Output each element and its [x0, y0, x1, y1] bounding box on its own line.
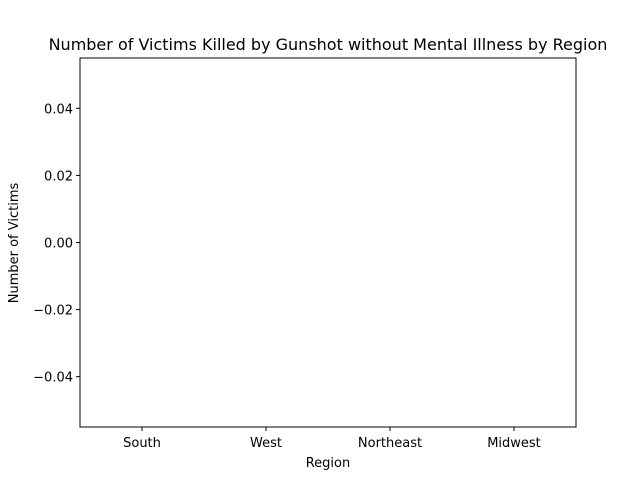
- y-tick-label: −0.04: [33, 371, 73, 386]
- y-tick-label: −0.02: [33, 304, 73, 319]
- y-tick-label: 0.04: [44, 102, 73, 117]
- x-tick-label: West: [250, 436, 282, 451]
- chart-title: Number of Victims Killed by Gunshot with…: [49, 35, 608, 54]
- y-tick-label: 0.02: [44, 169, 73, 184]
- x-axis-label: Region: [306, 456, 351, 471]
- x-tick-label: Northeast: [358, 436, 422, 451]
- x-tick-label: Midwest: [487, 436, 541, 451]
- x-tick-label: South: [123, 436, 161, 451]
- y-tick-label: 0.00: [44, 237, 73, 252]
- plot-area: [79, 57, 577, 428]
- y-axis: 0.04 0.02 0.00 −0.02 −0.04: [33, 102, 80, 386]
- y-axis-label: Number of Victims: [7, 183, 22, 304]
- x-axis: South West Northeast Midwest: [123, 427, 541, 451]
